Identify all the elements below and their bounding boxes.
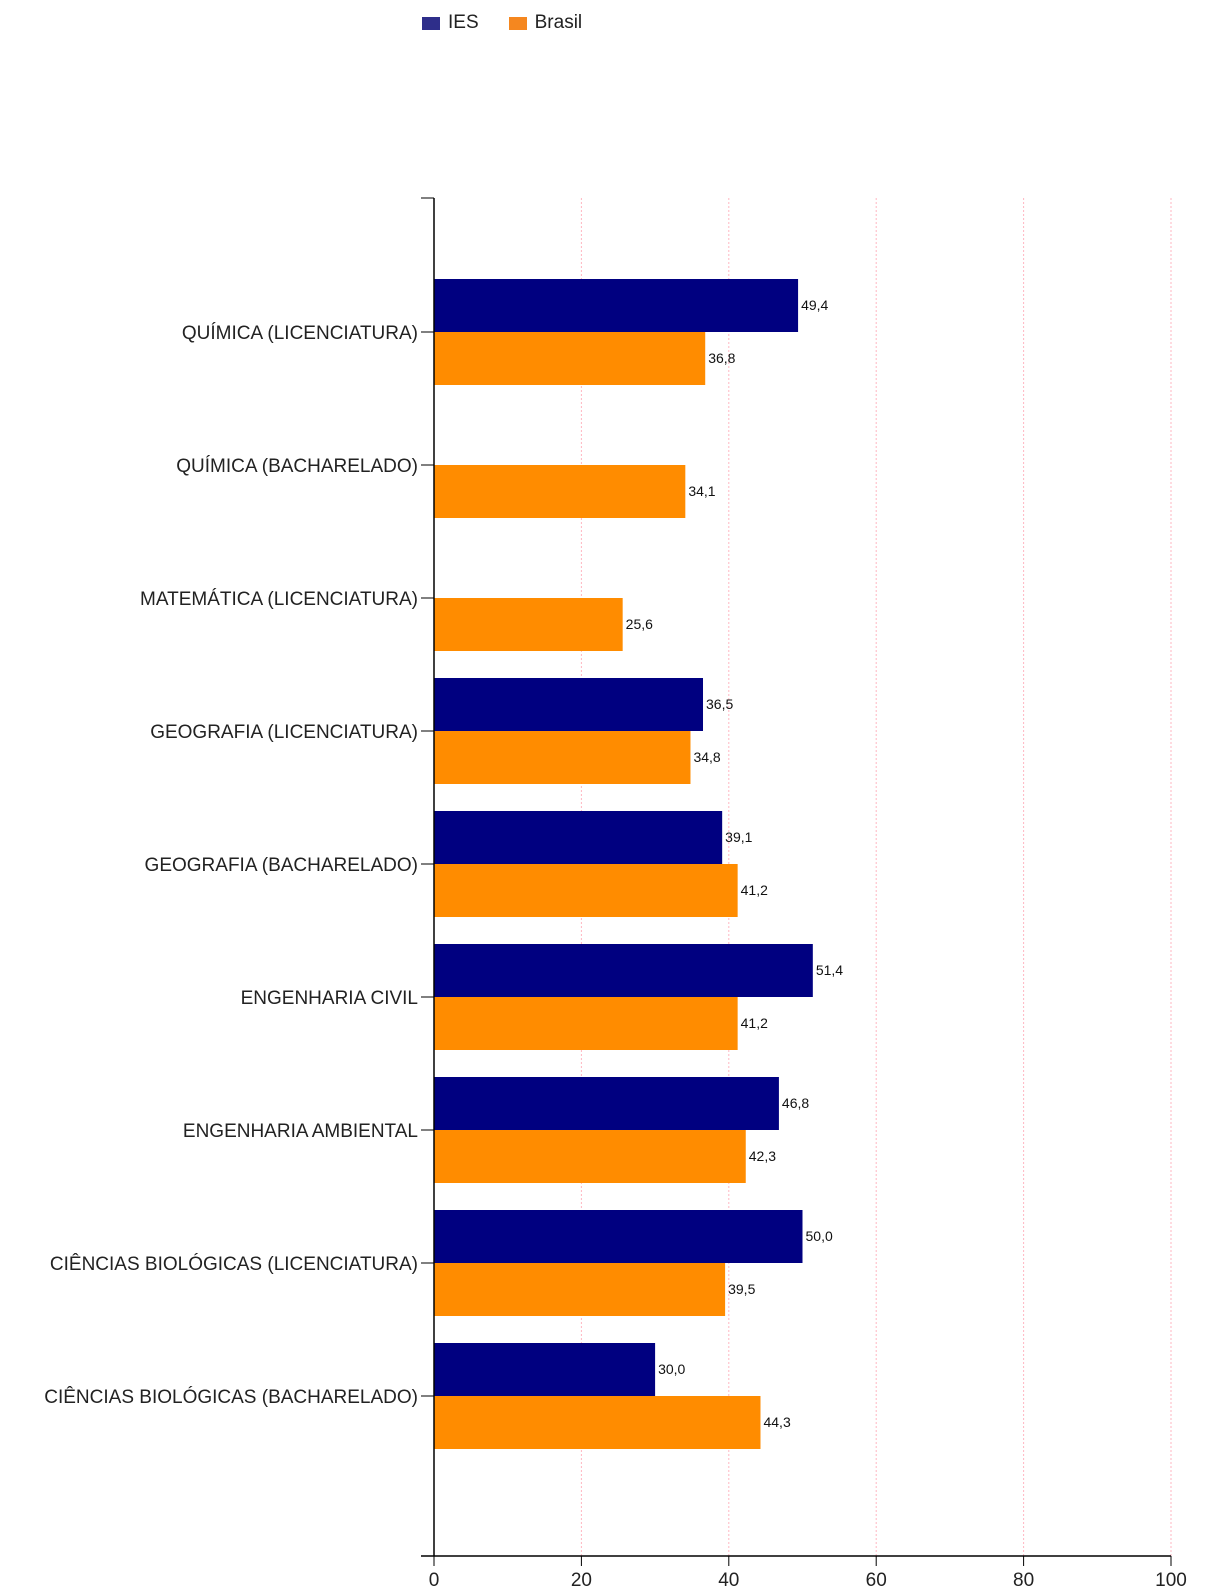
bar-ies [434,1210,803,1263]
bar-value-label: 34,1 [688,483,715,499]
legend-swatch-brasil [508,16,527,30]
bar-brasil [434,465,686,518]
x-tick-label: 40 [718,1570,739,1591]
bar-brasil [434,997,738,1050]
category-label: GEOGRAFIA (BACHARELADO) [145,855,418,876]
bar-value-label: 39,1 [725,829,752,845]
category-label: QUÍMICA (LICENCIATURA) [182,323,418,344]
bar-value-label: 51,4 [816,962,843,978]
bar-value-label: 41,2 [741,882,768,898]
category-label: ENGENHARIA CIVIL [241,988,418,1009]
bar-ies [434,279,799,332]
bar-value-label: 46,8 [782,1095,809,1111]
bar-ies [434,811,723,864]
category-label: MATEMÁTICA (LICENCIATURA) [140,589,418,610]
bar-value-label: 50,0 [806,1228,833,1244]
bar-ies [434,1077,779,1130]
bar-value-label: 42,3 [749,1148,776,1164]
bar-brasil [434,1263,726,1316]
bar-brasil [434,598,623,651]
category-label: CIÊNCIAS BIOLÓGICAS (LICENCIATURA) [50,1253,418,1275]
bar-value-label: 30,0 [658,1361,685,1377]
bar-value-label: 39,5 [728,1281,755,1297]
legend-swatch-ies [422,16,440,30]
legend: IES Brasil [422,12,582,34]
category-label: QUÍMICA (BACHARELADO) [176,456,418,477]
x-tick-label: 60 [866,1570,887,1591]
legend-item-ies: IES [422,12,479,34]
x-tick-label: 20 [571,1570,592,1591]
bar-ies [434,678,704,731]
bar-value-label: 36,8 [708,350,735,366]
x-tick-label: 80 [1013,1570,1034,1591]
x-tick-label: 100 [1155,1570,1187,1591]
legend-label-ies: IES [448,12,479,33]
bar-brasil [434,1396,761,1449]
bar-brasil [434,332,706,385]
category-label: CIÊNCIAS BIOLÓGICAS (BACHARELADO) [44,1386,418,1408]
bar-ies [434,1343,656,1396]
legend-item-brasil: Brasil [508,12,583,34]
category-label: ENGENHARIA AMBIENTAL [183,1121,418,1142]
bar-value-label: 44,3 [763,1414,790,1430]
bar-value-label: 34,8 [693,749,720,765]
legend-label-brasil: Brasil [534,12,583,33]
bar-value-label: 49,4 [801,297,828,313]
bar-brasil [434,1130,746,1183]
x-tick-label: 0 [429,1570,440,1591]
category-label: GEOGRAFIA (LICENCIATURA) [150,722,418,743]
bar-brasil [434,731,691,784]
bar-value-label: 36,5 [706,696,733,712]
bar-ies [434,944,813,997]
bar-value-label: 25,6 [626,616,653,632]
bar-brasil [434,864,738,917]
bar-value-label: 41,2 [741,1015,768,1031]
